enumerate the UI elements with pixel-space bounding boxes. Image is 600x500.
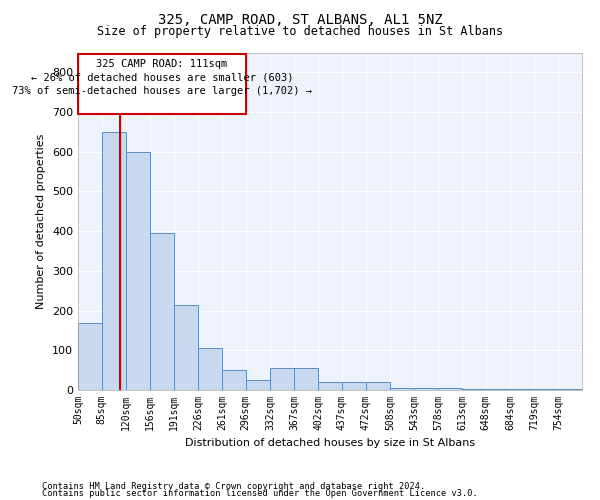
Y-axis label: Number of detached properties: Number of detached properties (37, 134, 46, 309)
Bar (222, 370, 246, 390)
Bar (150, 233, 174, 390)
Bar (414, 388, 438, 390)
Bar (511, 389, 534, 390)
Bar (174, 304, 198, 390)
Text: 325 CAMP ROAD: 111sqm: 325 CAMP ROAD: 111sqm (96, 60, 227, 70)
Text: Size of property relative to detached houses in St Albans: Size of property relative to detached ho… (97, 25, 503, 38)
Text: 73% of semi-detached houses are larger (1,702) →: 73% of semi-detached houses are larger (… (12, 86, 312, 96)
Bar (486, 389, 511, 390)
Text: Contains HM Land Registry data © Crown copyright and database right 2024.: Contains HM Land Registry data © Crown c… (42, 482, 425, 491)
Bar (342, 382, 366, 390)
Bar (102, 132, 126, 390)
Text: 325, CAMP ROAD, ST ALBANS, AL1 5NZ: 325, CAMP ROAD, ST ALBANS, AL1 5NZ (158, 12, 442, 26)
Bar (318, 382, 342, 390)
Bar (462, 389, 486, 390)
Bar (126, 152, 150, 390)
Bar (246, 380, 271, 390)
X-axis label: Distribution of detached houses by size in St Albans: Distribution of detached houses by size … (185, 438, 475, 448)
Bar (438, 388, 462, 390)
Text: ← 26% of detached houses are smaller (603): ← 26% of detached houses are smaller (60… (31, 72, 293, 83)
Bar (534, 389, 558, 390)
Bar (558, 389, 582, 390)
Text: Contains public sector information licensed under the Open Government Licence v3: Contains public sector information licen… (42, 489, 478, 498)
Bar (271, 368, 294, 390)
Bar (78, 54, 246, 114)
Bar (294, 368, 318, 390)
Bar (391, 388, 414, 390)
Bar (366, 382, 391, 390)
Bar (78, 322, 102, 390)
Bar (198, 348, 222, 390)
